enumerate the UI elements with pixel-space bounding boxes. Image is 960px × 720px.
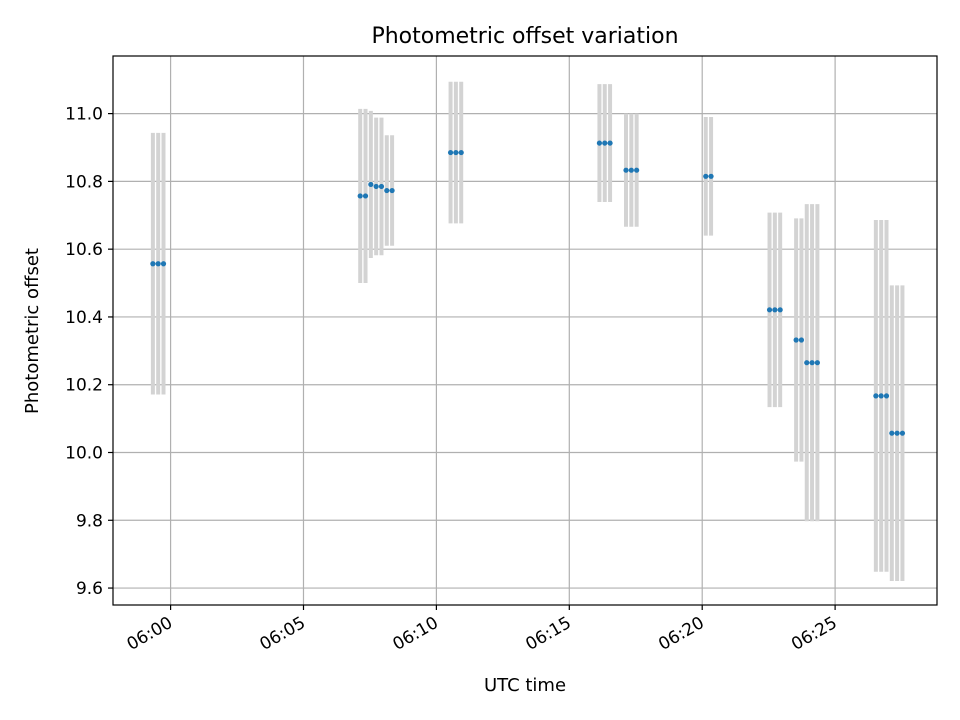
data-point [150, 261, 156, 267]
data-point [703, 173, 709, 179]
data-point [878, 393, 884, 399]
data-points [150, 140, 906, 436]
data-point [607, 140, 613, 146]
data-point [453, 149, 459, 156]
data-point [772, 307, 778, 313]
x-axis-label: UTC time [484, 675, 566, 696]
data-point [814, 360, 820, 366]
y-tick-label: 9.6 [76, 579, 103, 599]
data-point [368, 181, 374, 188]
y-tick-label: 10.4 [65, 308, 103, 328]
data-point [373, 183, 379, 190]
data-point [160, 261, 167, 267]
y-tick-label: 10.8 [65, 172, 103, 192]
data-point [628, 167, 634, 173]
y-tick-label: 9.8 [76, 511, 103, 531]
y-tick-label: 10.0 [65, 444, 103, 464]
y-tick-label: 10.6 [65, 240, 103, 260]
data-point [447, 149, 454, 156]
data-point [357, 193, 363, 199]
data-point [804, 360, 810, 366]
data-point [777, 307, 783, 313]
data-point [596, 140, 603, 146]
data-point [793, 337, 799, 343]
data-point [766, 307, 773, 313]
data-point [883, 393, 890, 399]
plot-frame [112, 55, 938, 606]
data-point [798, 337, 805, 343]
data-point [378, 183, 385, 190]
data-point [899, 430, 906, 436]
y-axis-label: Photometric offset [22, 248, 43, 414]
chart-title: Photometric offset variation [371, 24, 678, 49]
data-point [889, 430, 895, 436]
data-point [389, 187, 395, 194]
data-point [809, 360, 815, 366]
data-point [634, 167, 640, 173]
data-point [458, 149, 464, 156]
data-point [708, 173, 714, 179]
data-point [155, 261, 161, 267]
data-point [362, 193, 369, 199]
y-tick-label: 10.2 [65, 376, 103, 396]
data-point [894, 430, 900, 436]
y-tick-label: 11.0 [65, 105, 103, 125]
data-point [602, 140, 608, 146]
data-point [384, 187, 390, 194]
data-point [623, 167, 629, 173]
data-point [873, 393, 879, 399]
